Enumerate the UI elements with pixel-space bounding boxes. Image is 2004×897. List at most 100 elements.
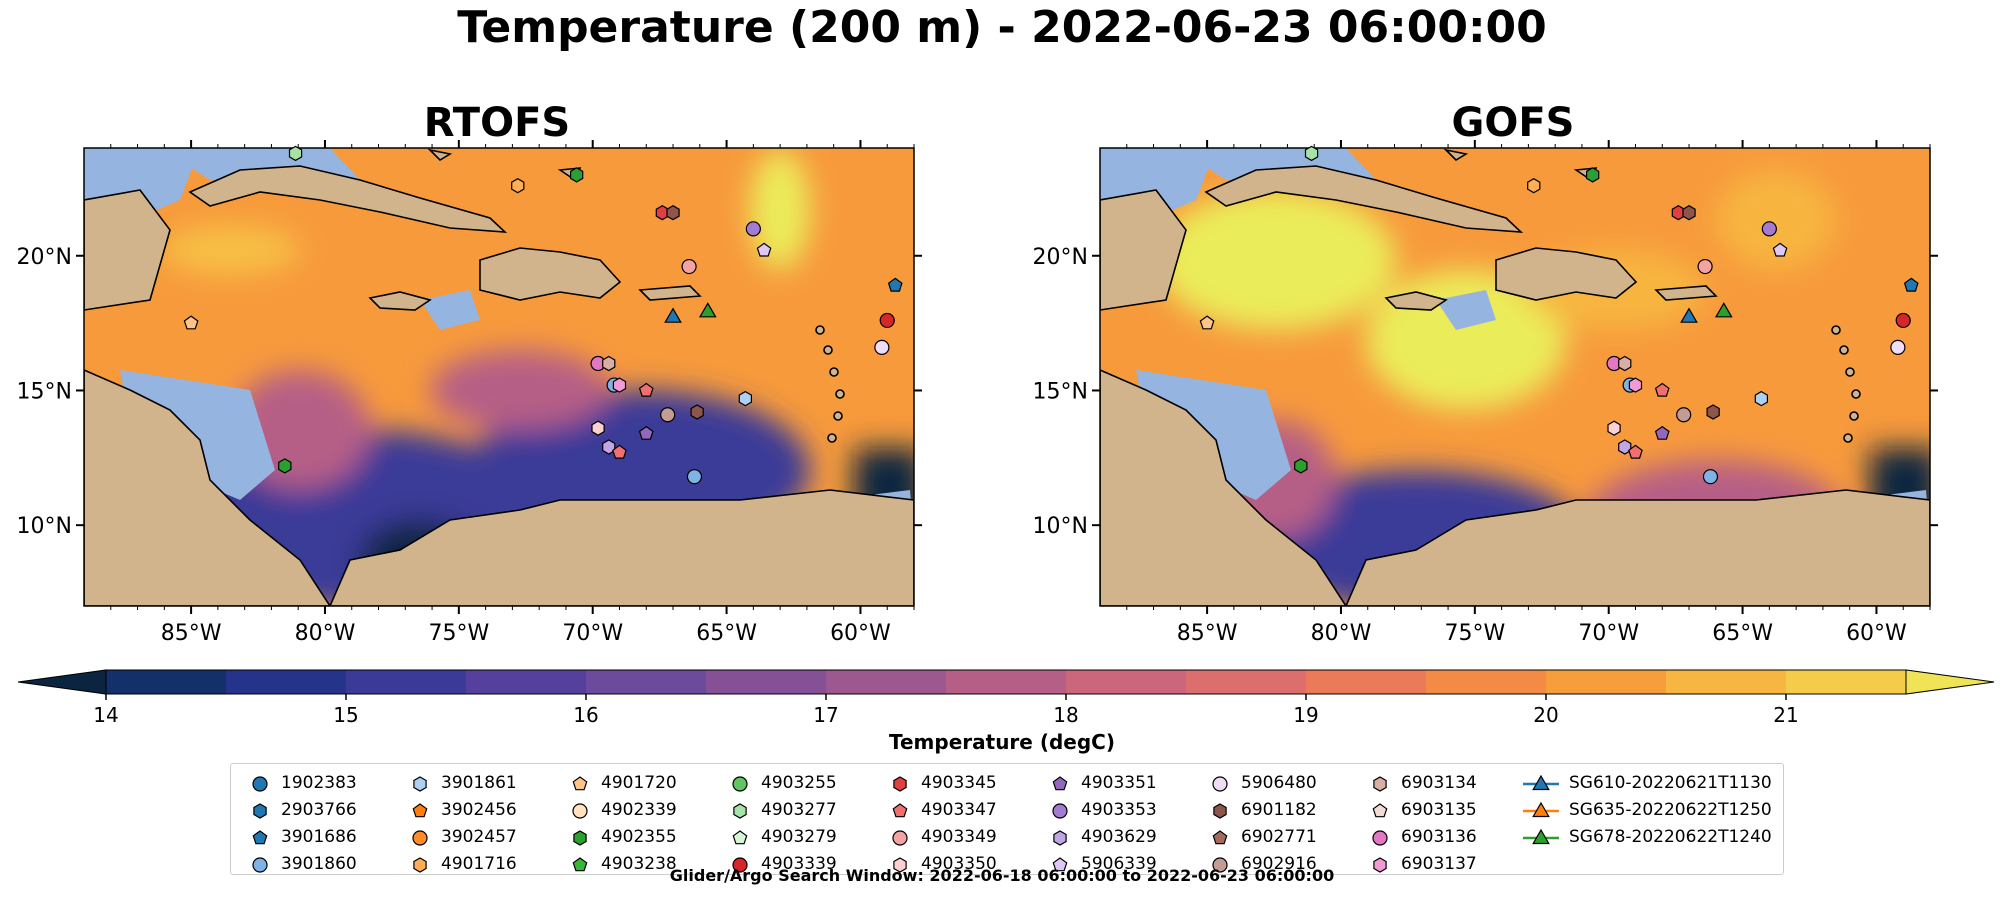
float-marker: [602, 355, 616, 372]
lat-tick-label: 10°N: [17, 514, 72, 539]
float-marker: [738, 390, 753, 407]
legend-marker-icon: [1373, 856, 1387, 873]
hexagon-icon: [1373, 775, 1387, 792]
colorbar-segment: [946, 670, 1067, 694]
float-marker: [1607, 420, 1621, 436]
circle-icon: [1372, 829, 1388, 846]
map-panel-gofs: 85°W 80°W 75°W 70°W 65°W 60°W 20°N 15°N 10°N: [1033, 140, 1938, 646]
land-masses: [84, 148, 914, 606]
float-marker: [666, 205, 680, 221]
hexagon-icon: [893, 856, 907, 873]
hexagon-icon: [1373, 856, 1387, 873]
lon-tick-label: 65°W: [1712, 621, 1773, 646]
legend-label: 5906339: [1081, 854, 1157, 874]
legend-label: SG678-20220622T1240: [1569, 827, 1772, 847]
legend-marker-icon: [892, 802, 908, 817]
lon-tick-label: 60°W: [830, 621, 891, 646]
float-marker: [1585, 167, 1600, 183]
legend-label: 4903351: [1081, 773, 1157, 793]
float-marker: [591, 420, 605, 436]
legend-column: 4903351 4903353 4903629 5906339: [1049, 770, 1157, 878]
lon-tick-label: 75°W: [428, 621, 489, 646]
legend-marker-icon: [1523, 801, 1559, 817]
colorbar-segment: [106, 670, 227, 694]
legend-marker-icon: [252, 829, 268, 844]
circle-icon: [572, 802, 588, 819]
panel-title-rtofs: RTOFS: [423, 100, 571, 146]
lat-tick-label: 15°N: [1033, 379, 1088, 404]
colorbar-tick-label: 20: [1533, 703, 1558, 727]
legend-entry: 3902456: [409, 797, 517, 824]
colorbar-extend-min: [17, 669, 107, 695]
float-marker: [1294, 458, 1308, 474]
legend-marker-icon: [1053, 829, 1067, 846]
legend-entry: 6903134: [1369, 770, 1477, 797]
float-marker: [1199, 315, 1215, 330]
legend-marker-icon: [1212, 829, 1228, 844]
colorbar-label: Temperature (degC): [889, 730, 1115, 754]
pentagon-icon: [1052, 775, 1068, 790]
float-marker: [1628, 377, 1643, 393]
circle-icon: [732, 775, 748, 792]
legend-column: 4903345 4903347 4903349 4903350: [889, 770, 997, 878]
legend-marker-icon: [1523, 774, 1559, 790]
pentagon-icon: [892, 802, 908, 817]
legend-label: 4901720: [601, 773, 677, 793]
legend-entry: 6903137: [1369, 851, 1477, 878]
legend-entry: 4903255: [729, 770, 837, 797]
legend-marker-icon: [1052, 802, 1068, 819]
float-marker: [1706, 404, 1720, 420]
legend-label: 4903345: [921, 773, 997, 793]
legend-column: SG610-20220621T1130 SG635-20220622T1250 SG…: [1523, 770, 1772, 851]
colorbar-tick-label: 19: [1293, 703, 1318, 727]
float-marker: [1895, 312, 1911, 329]
legend-entry: 1902383: [249, 770, 357, 797]
legend-marker-icon: [572, 775, 588, 790]
legend-label: SG610-20220621T1130: [1569, 773, 1772, 793]
float-marker: [638, 425, 654, 440]
float-marker: [887, 277, 903, 292]
legend-entry: 4902339: [569, 797, 677, 824]
legend-entry: 4903339: [729, 851, 837, 878]
circle-icon: [1212, 775, 1228, 792]
legend-marker-icon: [252, 775, 268, 792]
map-panel-rtofs: 85°W 80°W 75°W 70°W 65°W 60°W 20°N 15°N 10°N: [17, 140, 922, 646]
figure-title: Temperature (200 m) - 2022-06-23 06:00:0…: [457, 2, 1547, 53]
float-marker: [874, 339, 890, 355]
legend-label: 4902339: [601, 800, 677, 820]
legend-entry: 3901860: [249, 851, 357, 878]
legend-marker-icon: [1212, 775, 1228, 792]
hexagon-icon: [253, 802, 267, 819]
legend-marker-icon: [413, 775, 427, 792]
hexagon-icon: [413, 775, 427, 792]
legend-column: 3901861 3902456 3902457 4901716: [409, 770, 517, 878]
colorbar-tick-label: 16: [573, 703, 598, 727]
lon-tick-label: 75°W: [1444, 621, 1505, 646]
legend-column: 5906480 6901182 6902771 6902916: [1209, 770, 1317, 878]
legend-entry: SG610-20220621T1130: [1523, 770, 1772, 797]
hexagon-icon: [733, 802, 747, 819]
lat-tick-label: 15°N: [17, 379, 72, 404]
legend-marker-icon: [732, 775, 748, 792]
lon-tick-label: 70°W: [1578, 621, 1639, 646]
triangle-icon: [1532, 828, 1550, 844]
float-marker: [1654, 382, 1670, 397]
lat-tick-label: 20°N: [17, 245, 72, 270]
legend-entry: 4903351: [1049, 770, 1157, 797]
legend-entry: 5906339: [1049, 851, 1157, 878]
legend-label: 6902916: [1241, 854, 1317, 874]
hexagon-icon: [1053, 829, 1067, 846]
legend-entry: 2903766: [249, 797, 357, 824]
glider-marker: [1680, 307, 1698, 323]
legend-entry: 6902916: [1209, 851, 1317, 878]
float-marker: [1702, 469, 1719, 485]
legend-column: 4903255 4903277 4903279 4903339: [729, 770, 837, 878]
legend-entry: 4903279: [729, 824, 837, 851]
legend-entry: 3901861: [409, 770, 517, 797]
legend-marker-icon: [732, 829, 748, 844]
legend-marker-icon: [1052, 775, 1068, 790]
legend-label: SG635-20220622T1250: [1569, 800, 1772, 820]
legend-entry: 4903238: [569, 851, 677, 878]
colorbar-tick-label: 14: [93, 703, 118, 727]
circle-icon: [892, 829, 908, 846]
